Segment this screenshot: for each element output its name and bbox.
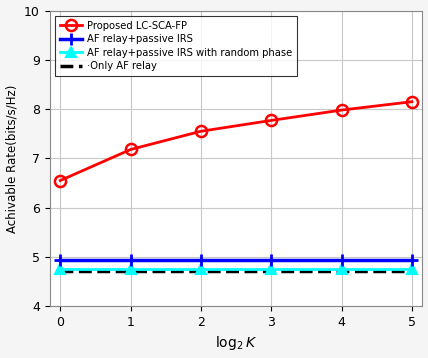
AF relay+passive IRS: [339, 258, 344, 262]
AF relay+passive IRS with random phase: [409, 267, 414, 271]
·Only AF relay: [58, 268, 63, 273]
AF relay+passive IRS with random phase: [198, 267, 203, 271]
X-axis label: $\log_2 K$: $\log_2 K$: [215, 334, 257, 352]
·Only AF relay: [198, 268, 203, 273]
Line: AF relay+passive IRS with random phase: AF relay+passive IRS with random phase: [55, 264, 417, 274]
AF relay+passive IRS with random phase: [269, 267, 274, 271]
Legend: Proposed LC-SCA-FP, AF relay+passive IRS, AF relay+passive IRS with random phase: Proposed LC-SCA-FP, AF relay+passive IRS…: [55, 15, 297, 76]
Y-axis label: Achivable Rate(bits/s/Hz): Achivable Rate(bits/s/Hz): [6, 84, 18, 233]
Proposed LC-SCA-FP: [269, 118, 274, 122]
AF relay+passive IRS with random phase: [58, 267, 63, 271]
AF relay+passive IRS with random phase: [339, 267, 344, 271]
·Only AF relay: [128, 268, 133, 273]
Proposed LC-SCA-FP: [198, 129, 203, 134]
·Only AF relay: [409, 268, 414, 273]
AF relay+passive IRS with random phase: [128, 267, 133, 271]
Line: AF relay+passive IRS: AF relay+passive IRS: [54, 254, 418, 267]
·Only AF relay: [269, 268, 274, 273]
AF relay+passive IRS: [58, 258, 63, 262]
Proposed LC-SCA-FP: [409, 100, 414, 104]
Proposed LC-SCA-FP: [58, 178, 63, 183]
AF relay+passive IRS: [128, 258, 133, 262]
Proposed LC-SCA-FP: [128, 147, 133, 152]
Proposed LC-SCA-FP: [339, 108, 344, 112]
Line: Proposed LC-SCA-FP: Proposed LC-SCA-FP: [55, 96, 417, 186]
·Only AF relay: [339, 268, 344, 273]
AF relay+passive IRS: [198, 258, 203, 262]
AF relay+passive IRS: [269, 258, 274, 262]
AF relay+passive IRS: [409, 258, 414, 262]
